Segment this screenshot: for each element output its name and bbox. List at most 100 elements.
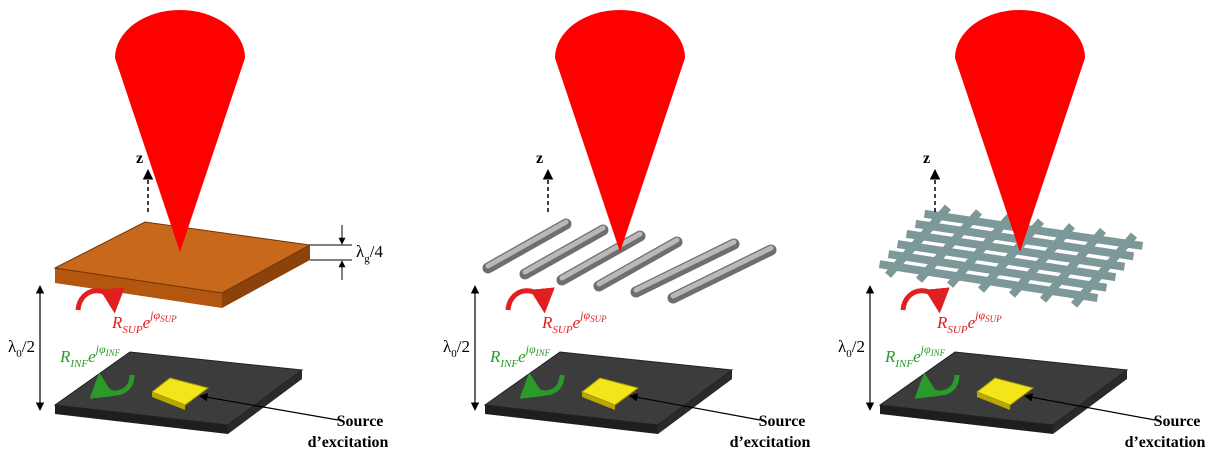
exp-base: e [143, 313, 151, 332]
exponent-subscript: INF [105, 348, 121, 358]
rod-highlight [633, 239, 737, 293]
beam-cone [115, 10, 245, 252]
mesh-strip [1008, 223, 1076, 298]
mesh-strip [884, 204, 952, 278]
reflection-arrow-inf [89, 372, 135, 399]
base: R [541, 313, 553, 332]
exponent: jφ [973, 308, 985, 322]
rest: /2 [22, 337, 35, 356]
source-label: d’excitation [1125, 434, 1206, 451]
source-patch-side [977, 392, 1010, 410]
exponent: jφ [148, 308, 160, 322]
symbol: λ [8, 337, 17, 356]
subscript: 0 [451, 348, 457, 360]
reflection-arrow-sup [505, 287, 555, 314]
subscript: SUP [122, 324, 142, 336]
subscript: SUP [947, 324, 967, 336]
reflection-label: RINFejφINF [884, 342, 946, 370]
exp-base: e [913, 347, 921, 366]
ground-side [880, 405, 1053, 434]
base: R [489, 347, 501, 366]
rod-highlight [596, 237, 680, 287]
reflection-label: RSUPejφSUP [936, 308, 1002, 336]
slab-side [222, 245, 310, 308]
mesh-strip [915, 209, 983, 283]
symbol: λ [356, 242, 365, 261]
mesh-strip [1039, 227, 1107, 303]
source-label: d’excitation [308, 434, 389, 451]
exp-base: e [968, 313, 976, 332]
reflection-arrow-sup [75, 287, 125, 314]
source-patch-side [582, 392, 615, 410]
ground-side [228, 370, 302, 434]
mesh-strip [946, 213, 1014, 288]
rest: /2 [457, 337, 470, 356]
reflection-arrow-sup [900, 287, 950, 314]
exponent-subscript: INF [930, 348, 946, 358]
exponent-subscript: SUP [590, 314, 607, 324]
source-patch [151, 377, 210, 406]
rod-highlight [670, 245, 774, 299]
symbol: λ [838, 337, 847, 356]
source-label: Source [337, 413, 384, 430]
source-label: Source [1154, 413, 1201, 430]
beam-cone [955, 10, 1085, 252]
reflection-label: RINFejφINF [489, 342, 551, 370]
beam-cone [555, 10, 685, 252]
base: R [111, 313, 123, 332]
dimension-label: λ0/2 [8, 337, 35, 360]
source-patch-side [152, 392, 185, 410]
exp-base: e [88, 347, 96, 366]
exp-base: e [573, 313, 581, 332]
exponent-subscript: SUP [985, 314, 1002, 324]
slab-side [55, 268, 222, 308]
exp-base: e [518, 347, 526, 366]
subscript: INF [69, 358, 88, 370]
subscript: SUP [552, 324, 572, 336]
pointer-arrow [1024, 393, 1156, 421]
ground-side [485, 405, 658, 434]
subscript: 0 [846, 348, 852, 360]
exponent: jφ [524, 342, 536, 356]
ground-side [658, 370, 732, 434]
subscript: 0 [16, 348, 22, 360]
base: R [884, 347, 896, 366]
base: R [59, 347, 71, 366]
source-patch [976, 377, 1035, 406]
rod-highlight [522, 225, 606, 275]
rod-highlight [559, 231, 643, 281]
reflection-arrow-inf [914, 372, 960, 399]
subscript: g [364, 253, 370, 265]
source-label: d’excitation [730, 434, 811, 451]
exponent-subscript: SUP [160, 314, 177, 324]
z-label: z [536, 150, 543, 167]
dimension-label: λg/4 [356, 242, 383, 265]
reflection-label: RINFejφINF [59, 342, 121, 370]
ground-side [1053, 370, 1127, 434]
rest: /4 [370, 242, 384, 261]
ground-side [55, 405, 228, 434]
symbol: λ [443, 337, 452, 356]
rod-highlight [485, 219, 569, 269]
base: R [936, 313, 948, 332]
rest: /2 [852, 337, 865, 356]
source-patch [581, 377, 640, 406]
pointer-arrow [199, 393, 339, 421]
exponent: jφ [94, 342, 106, 356]
subscript: INF [499, 358, 518, 370]
z-label: z [136, 150, 143, 167]
mesh-strip [1070, 232, 1138, 308]
reflection-arrow-inf [519, 372, 565, 399]
reflection-label: RSUPejφSUP [541, 308, 607, 336]
subscript: INF [894, 358, 913, 370]
z-label: z [923, 150, 930, 167]
pointer-arrow [629, 393, 761, 421]
exponent: jφ [578, 308, 590, 322]
exponent-subscript: INF [535, 348, 551, 358]
dimension-label: λ0/2 [443, 337, 470, 360]
dimension-label: λ0/2 [838, 337, 865, 360]
exponent: jφ [919, 342, 931, 356]
mesh-strip [977, 218, 1045, 293]
source-label: Source [759, 413, 806, 430]
